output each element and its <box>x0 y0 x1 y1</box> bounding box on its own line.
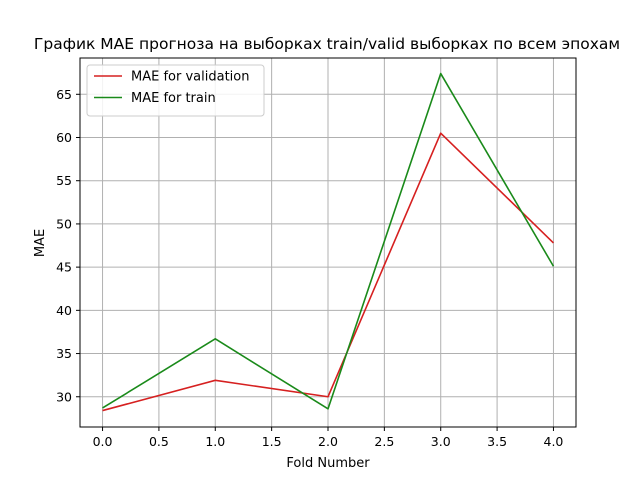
x-tick-label: 3.5 <box>487 434 507 449</box>
x-tick-label: 4.0 <box>544 434 564 449</box>
series-line-train <box>102 72 555 410</box>
y-tick-label: 60 <box>56 130 72 145</box>
y-tick-label: 40 <box>56 303 72 318</box>
y-tick-label: 30 <box>56 389 72 404</box>
x-tick-label: 1.5 <box>262 434 282 449</box>
legend-box <box>86 64 265 117</box>
series-lines <box>102 72 555 412</box>
x-tick-label: 0.5 <box>149 434 169 449</box>
chart-title: График MAE прогноза на выборках train/va… <box>34 35 620 53</box>
legend-label: MAE for train <box>131 91 216 106</box>
x-tick-label: 2.0 <box>318 434 338 449</box>
series-line-validation <box>102 132 555 412</box>
x-axis-ticks: 0.0 0.5 1.0 1.5 2.0 2.5 3.0 3.5 4.0 <box>93 427 564 449</box>
y-tick-label: 55 <box>56 173 72 188</box>
y-axis-ticks: 30 35 40 45 50 55 60 65 <box>56 87 80 404</box>
legend: MAE for validation MAE for train <box>86 64 265 117</box>
x-tick-label: 0.0 <box>93 434 113 449</box>
y-tick-label: 35 <box>56 346 72 361</box>
y-tick-label: 65 <box>56 87 72 102</box>
x-tick-label: 2.5 <box>374 434 394 449</box>
x-tick-label: 1.0 <box>205 434 225 449</box>
x-axis-label: Fold Number <box>286 456 370 471</box>
y-tick-label: 45 <box>56 260 72 275</box>
legend-label: MAE for validation <box>131 70 249 85</box>
x-tick-label: 3.0 <box>431 434 451 449</box>
y-tick-label: 50 <box>56 216 72 231</box>
y-axis-label: MAE <box>33 229 48 257</box>
